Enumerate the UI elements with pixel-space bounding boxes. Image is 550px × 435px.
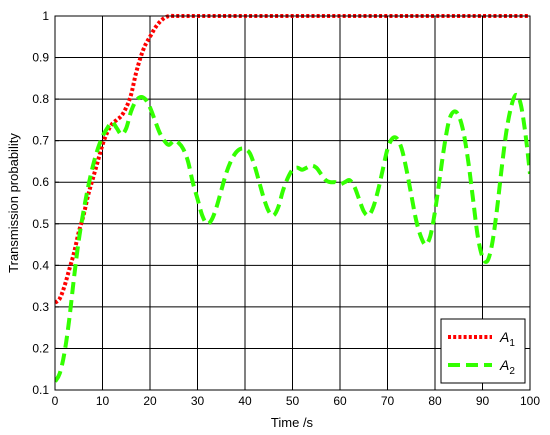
y-tick-label: 0.6 [32,175,49,189]
y-tick-label: 0.2 [32,341,49,355]
y-tick-label: 0.4 [32,258,49,272]
y-axis-title: Transmission probability [6,133,21,273]
y-tick-label: 0.3 [32,300,49,314]
x-tick-label: 30 [191,394,205,408]
x-tick-label: 70 [381,394,395,408]
x-tick-label: 80 [428,394,442,408]
x-tick-label: 90 [476,394,490,408]
legend-box [440,318,526,384]
y-tick-label: 0.5 [32,217,49,231]
y-tick-label: 1 [42,9,49,23]
x-axis-title: Time /s [271,415,314,430]
legend-label-a2: A2 [499,357,515,377]
legend: A1 A2 [440,318,526,384]
x-tick-label: 20 [143,394,157,408]
series-lines [55,13,530,383]
x-tick-label: 40 [238,394,252,408]
series-line-a1 [55,13,530,305]
y-tick-label: 0.8 [32,92,49,106]
x-tick-label: 0 [52,394,59,408]
x-tick-label: 10 [96,394,110,408]
ticks: 0 10 20 30 40 50 60 70 80 90 100 0.1 0.2 0.3 0.4 0.5 0.6… [32,9,540,408]
x-tick-label: 60 [333,394,347,408]
legend-label-a1: A1 [499,329,515,349]
y-tick-label: 0.1 [32,383,49,397]
x-tick-label: 50 [286,394,300,408]
series-line-a2 [55,92,530,383]
x-tick-label: 100 [520,394,540,408]
y-tick-label: 0.7 [32,134,49,148]
y-tick-label: 0.9 [32,51,49,65]
